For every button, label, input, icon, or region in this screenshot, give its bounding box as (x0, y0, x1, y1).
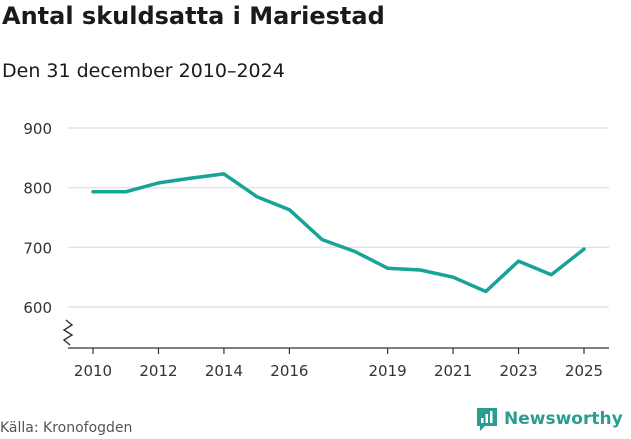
x-tick-label: 2016 (270, 362, 308, 380)
brand-name: Newsworthy (504, 409, 623, 429)
series (91, 172, 586, 294)
x-tick-label: 2014 (205, 362, 243, 380)
y-tick-label: 700 (23, 239, 52, 257)
x-axis (62, 319, 609, 349)
x-tick-label: 2010 (74, 362, 112, 380)
y-tick-label: 900 (23, 120, 52, 138)
newsworthy-icon (477, 408, 497, 431)
x-axis-ticks: 2010 2012 2014 2016 2019 2021 2023 2025 (74, 348, 603, 380)
x-tick-label: 2025 (565, 362, 603, 380)
gridlines (68, 127, 609, 308)
chart-subtitle: Den 31 december 2010–2024 (2, 60, 285, 82)
x-tick-label: 2012 (139, 362, 177, 380)
x-tick-label: 2023 (499, 362, 537, 380)
source-note: Källa: Kronofogden (0, 420, 133, 436)
y-axis-ticks: 600 700 800 900 (23, 120, 52, 317)
axis-break-symbol (62, 319, 74, 346)
x-tick-label: 2019 (369, 362, 407, 380)
chart-title: Antal skuldsatta i Mariestad (2, 2, 385, 30)
brand-logo: Newsworthy (475, 406, 623, 432)
y-tick-label: 600 (23, 299, 52, 317)
y-tick-label: 800 (23, 180, 52, 198)
series-line (91, 172, 586, 294)
x-tick-label: 2021 (434, 362, 472, 380)
